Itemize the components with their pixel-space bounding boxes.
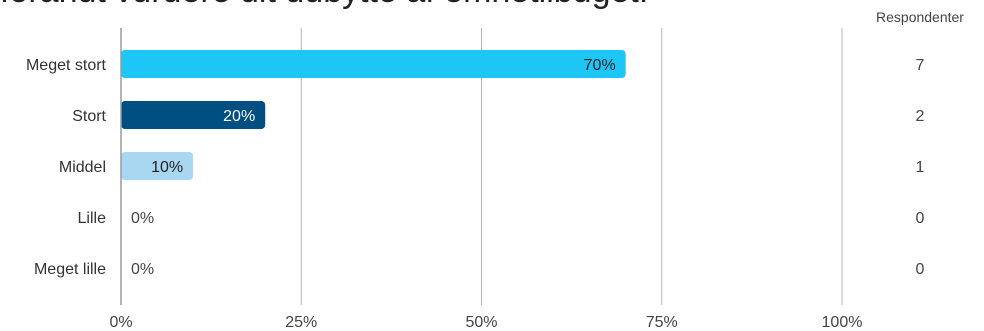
data-label: 10% bbox=[151, 159, 183, 176]
respondent-count: 7 bbox=[916, 57, 925, 74]
bar bbox=[121, 101, 266, 129]
respondents-header: Respondenter bbox=[876, 9, 964, 25]
category-label: Meget stort bbox=[26, 57, 107, 74]
x-tick-label: 100% bbox=[822, 314, 863, 331]
x-tick-label: 75% bbox=[646, 314, 678, 331]
category-label: Lille bbox=[78, 210, 107, 227]
bar bbox=[121, 50, 626, 78]
category-label: Stort bbox=[72, 108, 106, 125]
bar bbox=[121, 152, 194, 180]
category-label: Meget lille bbox=[34, 261, 106, 278]
x-tick-label: 0% bbox=[109, 314, 132, 331]
respondent-count: 2 bbox=[916, 108, 925, 125]
data-label: 70% bbox=[584, 57, 616, 74]
chart-title: forandt vurdere dit udbytte af emnetilbu… bbox=[0, 0, 648, 11]
data-label: 0% bbox=[131, 210, 154, 227]
data-label: 0% bbox=[131, 261, 154, 278]
respondent-count: 0 bbox=[916, 210, 925, 227]
category-label: Middel bbox=[59, 159, 106, 176]
respondent-count: 1 bbox=[916, 159, 925, 176]
x-tick-label: 50% bbox=[465, 314, 497, 331]
data-label: 20% bbox=[223, 108, 255, 125]
respondent-count: 0 bbox=[916, 261, 925, 278]
x-tick-label: 25% bbox=[285, 314, 317, 331]
